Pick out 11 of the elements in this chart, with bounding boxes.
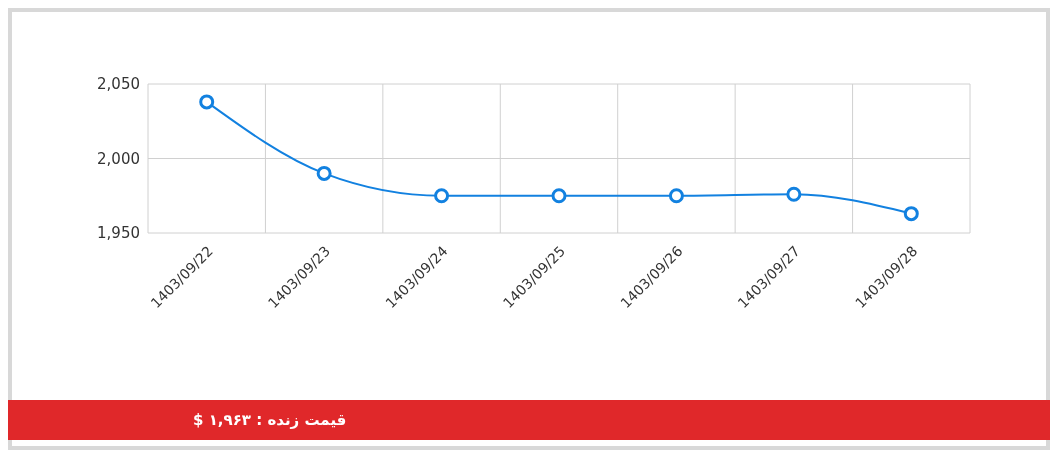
y-tick-label: 2,000 — [97, 149, 140, 168]
text: قیمت زنده : ۱,۹۶۳ $ — [193, 411, 347, 429]
point — [199, 94, 215, 110]
point — [316, 165, 332, 181]
point — [786, 186, 802, 202]
point — [434, 188, 450, 204]
point — [903, 206, 919, 222]
y-tick-label: 1,950 — [97, 224, 140, 243]
point — [668, 188, 684, 204]
point — [551, 188, 567, 204]
y-tick-label: 2,050 — [97, 75, 140, 94]
